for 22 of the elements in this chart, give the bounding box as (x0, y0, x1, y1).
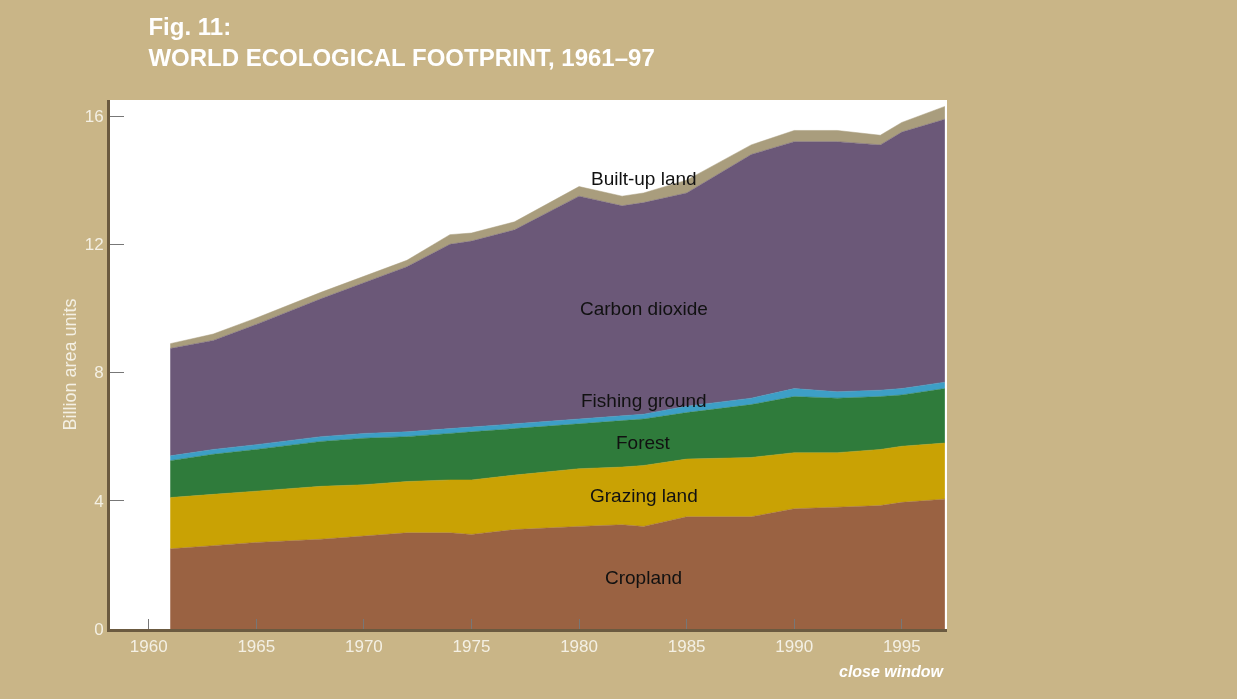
x-tick-label: 1975 (452, 637, 491, 657)
text: close window (839, 663, 945, 680)
series-label: Grazing land (590, 485, 698, 506)
series-label: Carbon dioxide (580, 298, 708, 319)
series-label: Built-up land (591, 168, 697, 189)
x-tick-label: 1995 (882, 637, 921, 657)
y-tick-label: 12 (84, 235, 104, 255)
series-label: Fishing ground (581, 390, 707, 411)
x-tick-label: 1985 (667, 637, 706, 657)
y-tick-label: 16 (84, 106, 104, 126)
series-label: Cropland (605, 567, 683, 588)
y-tick-label: 0 (94, 619, 104, 639)
y-tick-label: 4 (94, 491, 104, 511)
x-tick-label: 1970 (344, 637, 383, 657)
y-axis-title: Billion area units (59, 298, 80, 431)
x-tick-label: 1980 (560, 637, 598, 657)
series-label: Forest (616, 432, 671, 453)
x-tick-label: 1960 (129, 637, 168, 657)
chart-title: Fig. 11: WORLD ECOLOGICAL FOOTPRINT, 1961–97 (148, 12, 655, 72)
x-tick-label: 1965 (237, 637, 276, 657)
y-tick-label: 8 (94, 363, 104, 383)
x-tick-label: 1990 (775, 637, 814, 657)
